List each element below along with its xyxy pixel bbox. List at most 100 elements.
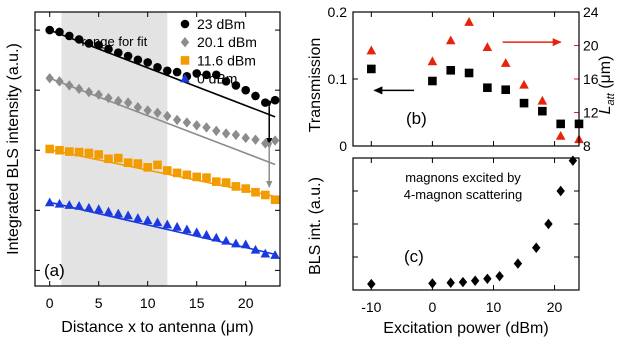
y2-tick-label: 24 <box>583 4 599 20</box>
x-tick-label: 5 <box>95 295 103 311</box>
point-series-0 <box>143 58 152 67</box>
point-series-0 <box>241 85 250 95</box>
axes: 0 5 10 15 20 <box>35 12 280 311</box>
point-series-3 <box>123 210 133 220</box>
point-latt <box>445 35 456 45</box>
x-axis-label: Excitation power (dBm) <box>383 320 548 337</box>
data-points <box>367 155 578 290</box>
point-series-1 <box>221 128 231 139</box>
panel-b-transmission: 0 0.1 0.2 8 12 16 20 24 (b) Transmission Latt (… <box>307 4 617 154</box>
point-latt <box>427 56 438 66</box>
point-transmission <box>446 65 456 75</box>
point-series-3 <box>172 221 182 231</box>
point-series-2 <box>65 147 74 156</box>
point-series-3 <box>201 229 212 239</box>
y-tick-label: 0.2 <box>328 4 348 20</box>
point-latt <box>555 130 566 140</box>
point-series-2 <box>55 145 64 155</box>
legend-label-0: 23 dBm <box>197 16 245 32</box>
annotation-line-2: 4-magnon scattering <box>404 187 523 202</box>
point-series-0 <box>65 31 74 41</box>
point-transmission <box>556 119 565 129</box>
point-series-1 <box>202 122 211 133</box>
point-series-1 <box>45 73 54 84</box>
y-axis-label: BLS int. (a.u.) <box>307 177 324 275</box>
point-series-1 <box>104 92 113 104</box>
point-transmission <box>428 76 437 86</box>
point-series-0 <box>212 70 221 80</box>
point-bls <box>367 278 376 290</box>
panel-label-c: (c) <box>404 247 424 266</box>
legend-marker-2 <box>180 56 190 65</box>
point-series-3 <box>54 198 65 208</box>
point-series-1 <box>192 120 201 131</box>
legend-label-3: 0 dBm <box>197 71 237 87</box>
point-bls <box>513 258 523 269</box>
plot-frame <box>352 157 580 291</box>
point-series-3 <box>44 197 55 207</box>
point-series-0 <box>163 66 172 76</box>
point-series-1 <box>65 80 74 91</box>
point-series-0 <box>153 63 162 72</box>
point-series-0 <box>192 69 201 78</box>
point-series-1 <box>251 134 260 145</box>
point-series-2 <box>270 195 280 205</box>
point-series-2 <box>241 184 250 193</box>
data-points <box>44 25 280 259</box>
point-series-1 <box>241 132 250 144</box>
point-series-2 <box>251 187 260 197</box>
point-series-2 <box>123 158 133 168</box>
point-series-1 <box>133 102 143 113</box>
y-axis-label: Integrated BLS intensity (a.u.) <box>5 43 22 255</box>
point-series-1 <box>84 86 94 98</box>
axes: 0 0.1 0.2 8 12 16 20 24 <box>328 4 599 154</box>
point-series-0 <box>123 51 133 61</box>
point-series-3 <box>231 238 241 248</box>
y2-tick-label: 20 <box>583 38 599 54</box>
x-axis-label: Distance x to antenna (μm) <box>61 319 253 336</box>
point-series-0 <box>55 27 64 37</box>
point-series-0 <box>202 70 211 80</box>
point-latt <box>500 58 511 67</box>
point-series-0 <box>133 55 143 65</box>
point-series-2 <box>104 154 113 164</box>
point-bls <box>495 270 504 282</box>
point-latt <box>519 79 529 89</box>
point-series-2 <box>163 166 172 175</box>
point-series-3 <box>103 206 114 216</box>
panel-label-b: (b) <box>406 109 427 128</box>
x-tick-label: -10 <box>361 299 381 315</box>
point-series-3 <box>240 239 251 249</box>
point-series-1 <box>182 117 192 128</box>
point-series-2 <box>74 147 84 157</box>
point-series-1 <box>55 76 64 87</box>
legend-marker-3 <box>180 73 190 83</box>
point-series-2 <box>172 168 182 178</box>
point-bls <box>568 155 578 166</box>
point-bls <box>544 218 553 230</box>
point-series-3 <box>182 224 192 234</box>
point-latt <box>482 42 493 51</box>
x-tick-label: 0 <box>46 295 54 311</box>
x-tick-label: 20 <box>238 295 254 311</box>
point-series-2 <box>114 153 123 163</box>
point-series-0 <box>84 39 94 48</box>
point-series-0 <box>251 91 260 101</box>
point-series-3 <box>84 202 94 212</box>
point-series-1 <box>261 138 270 149</box>
point-series-1 <box>212 125 221 137</box>
point-series-1 <box>123 97 133 108</box>
legend-label-2: 11.6 dBm <box>197 52 256 68</box>
annotation-line-1: magnons excited by <box>405 170 521 185</box>
axis-arrows <box>373 38 562 95</box>
point-series-2 <box>261 190 270 200</box>
x-tick-label: 10 <box>140 295 156 311</box>
plot-frame <box>34 11 281 287</box>
point-series-1 <box>172 114 182 126</box>
point-series-3 <box>133 213 143 222</box>
x-tick-label: 10 <box>486 299 502 315</box>
point-bls <box>483 273 492 284</box>
point-series-0 <box>94 40 103 50</box>
